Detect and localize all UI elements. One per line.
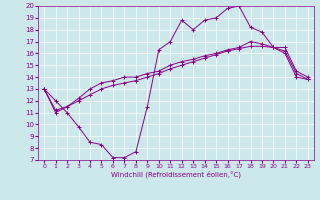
X-axis label: Windchill (Refroidissement éolien,°C): Windchill (Refroidissement éolien,°C) [111,171,241,178]
